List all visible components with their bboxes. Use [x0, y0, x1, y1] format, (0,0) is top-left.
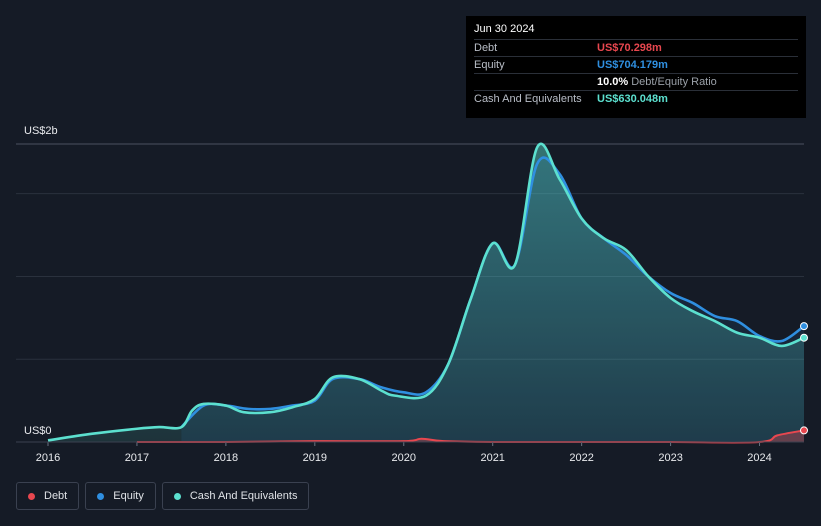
- tooltip-ratio-label: Debt/Equity Ratio: [631, 76, 717, 88]
- tooltip-row-cash: Cash And Equivalents US$630.048m: [474, 90, 798, 107]
- x-tick-label: 2019: [303, 452, 327, 464]
- x-tick-label: 2017: [125, 452, 149, 464]
- legend-label: Debt: [44, 490, 68, 502]
- x-tick-label: 2023: [658, 452, 682, 464]
- x-tick-label: 2016: [36, 452, 60, 464]
- tooltip-label: Debt: [474, 42, 498, 54]
- series-end-marker: [800, 426, 808, 435]
- tooltip-row-equity: Equity US$704.179m: [474, 56, 798, 73]
- end-markers: [800, 322, 808, 435]
- x-tick-label: 2022: [569, 452, 593, 464]
- legend-item-equity[interactable]: Equity: [85, 482, 156, 510]
- series-line: [47, 142, 805, 442]
- series-area: [48, 143, 804, 442]
- legend-dot-icon: [28, 492, 35, 500]
- legend-dot-icon: [97, 492, 105, 500]
- x-tick-label: 2024: [747, 452, 771, 464]
- area-fills: [48, 143, 805, 443]
- y-axis-top-label: US$2b: [24, 125, 58, 137]
- debt-equity-chart: 2016 2017 2018 2019 2020 2021 2022 2023 2024: [16, 142, 808, 464]
- legend: Debt Equity Cash And Equivalents: [16, 482, 310, 510]
- tooltip-row-ratio: 10.0% Debt/Equity Ratio: [474, 73, 798, 90]
- tooltip-date: Jun 30 2024: [474, 23, 535, 35]
- legend-label: Cash And Equivalents: [189, 490, 298, 502]
- tooltip-ratio-value: 10.0%: [597, 76, 629, 88]
- tooltip-value: US$70.298m: [597, 42, 662, 54]
- legend-label: Equity: [113, 490, 144, 502]
- legend-item-cash[interactable]: Cash And Equivalents: [161, 482, 310, 510]
- legend-dot-icon: [173, 492, 181, 500]
- x-tick-label: 2018: [214, 452, 238, 464]
- legend-item-debt[interactable]: Debt: [16, 482, 80, 510]
- tooltip-value: US$630.048m: [597, 93, 668, 105]
- x-tick-label: 2020: [392, 452, 416, 464]
- series-end-marker: [800, 333, 808, 342]
- y-axis-bottom-label: US$0: [24, 425, 52, 437]
- tooltip-value: US$704.179m: [597, 59, 668, 71]
- tooltip-row-debt: Debt US$70.298m: [474, 39, 798, 56]
- x-tick-label: 2021: [480, 452, 504, 464]
- x-axis: 2016 2017 2018 2019 2020 2021 2022 2023 2024: [16, 441, 804, 464]
- tooltip-label: Equity: [474, 59, 505, 71]
- series-area: [181, 157, 805, 442]
- tooltip-panel: Jun 30 2024 Debt US$70.298m Equity US$70…: [466, 16, 806, 118]
- series-end-marker: [800, 322, 808, 331]
- tooltip-label: Cash And Equivalents: [474, 93, 582, 105]
